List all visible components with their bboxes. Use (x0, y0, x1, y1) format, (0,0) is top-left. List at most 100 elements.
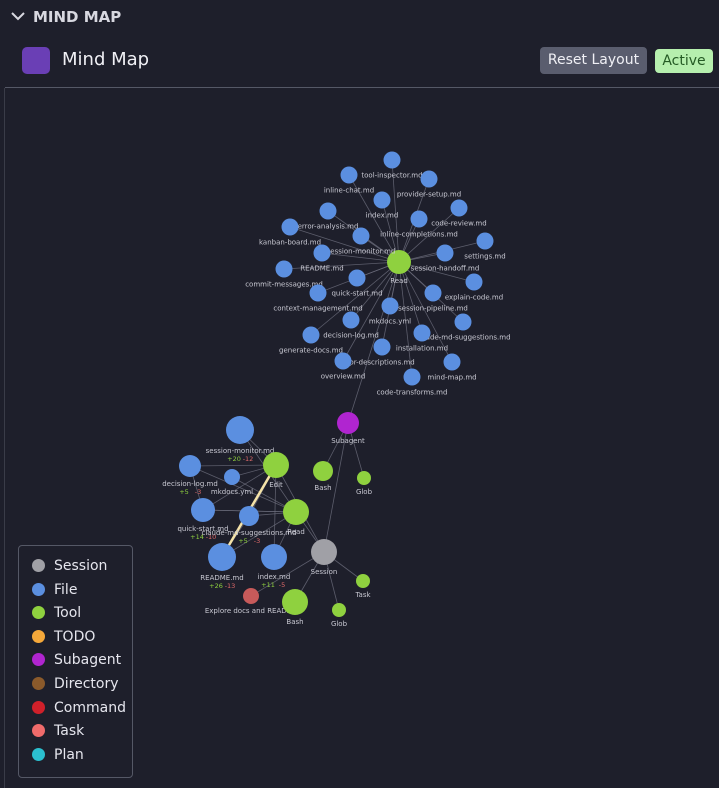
node[interactable] (436, 244, 454, 262)
node-label: Bash (314, 484, 331, 492)
node-label: mkdocs.yml (369, 318, 411, 326)
node[interactable] (263, 452, 289, 478)
legend-swatch (32, 724, 45, 738)
node-label: Bash (286, 618, 303, 626)
node[interactable] (357, 471, 371, 485)
node[interactable] (403, 368, 421, 386)
edge (323, 422, 349, 553)
lines-added: +20 (227, 455, 241, 463)
node[interactable] (334, 352, 352, 370)
node[interactable] (337, 412, 359, 434)
node[interactable] (450, 199, 468, 217)
node[interactable] (352, 227, 370, 245)
node[interactable] (282, 589, 308, 615)
node-label: tool-inspector.md (361, 172, 422, 180)
node[interactable] (454, 313, 472, 331)
legend-swatch (32, 747, 45, 761)
legend: Session File Tool TODO Subagent Directory Comm… (18, 545, 133, 778)
edge (398, 261, 423, 334)
lines-added: +11 (261, 581, 275, 589)
lines-removed: -12 (243, 455, 254, 463)
reset-button[interactable]: Reset Layout (540, 47, 647, 74)
node-label: Subagent (331, 437, 365, 445)
node[interactable] (340, 166, 358, 184)
node-label: session-handoff.md (411, 265, 480, 273)
divider (5, 87, 719, 88)
node-label: commit-messages.md (245, 281, 323, 289)
node[interactable] (332, 603, 346, 617)
node[interactable] (383, 151, 401, 169)
node[interactable] (275, 260, 293, 278)
node[interactable] (239, 506, 259, 526)
node-label: overview.md (321, 373, 366, 381)
node[interactable] (309, 284, 327, 302)
node[interactable] (302, 326, 320, 344)
node[interactable] (356, 574, 370, 588)
edge (189, 465, 297, 513)
node-label: installation.md (396, 345, 448, 353)
edge (350, 261, 400, 321)
node[interactable] (208, 543, 236, 571)
edge (347, 261, 400, 424)
legend-swatch (32, 559, 45, 572)
node-label: session-pipeline.md (398, 305, 468, 313)
status-badge: Active (655, 49, 713, 73)
node[interactable] (424, 284, 442, 302)
node[interactable] (443, 353, 461, 371)
legend-swatch (32, 606, 45, 620)
edge (398, 261, 453, 363)
node-label: pr-descriptions.md (349, 359, 414, 367)
node[interactable] (224, 469, 240, 485)
node-label: session-monitor.md (206, 447, 275, 455)
node[interactable] (348, 269, 366, 287)
legend-label: TODO (54, 628, 96, 645)
node-label: context-management.md (273, 305, 362, 313)
node[interactable] (283, 499, 309, 525)
lines-removed: -13 (225, 582, 236, 590)
node[interactable] (465, 273, 483, 291)
node[interactable] (342, 311, 360, 329)
node[interactable] (420, 170, 438, 188)
node-label: claude-md-suggestions.md (415, 334, 510, 342)
node[interactable] (413, 324, 431, 342)
node[interactable] (311, 539, 337, 565)
node-label: kanban-board.md (259, 239, 321, 247)
node[interactable] (387, 250, 411, 274)
border (4, 88, 5, 788)
node[interactable] (191, 498, 215, 522)
node[interactable] (313, 244, 331, 262)
node[interactable] (373, 191, 391, 209)
node[interactable] (243, 588, 259, 604)
legend-label: Subagent (54, 652, 122, 669)
lines-added: +5 (238, 537, 248, 545)
node[interactable] (410, 210, 428, 228)
node-label: Read (287, 528, 305, 536)
edge (321, 252, 400, 263)
legend-swatch (32, 653, 45, 667)
node-label: mind-map.md (427, 374, 476, 382)
lines-added: +5 (179, 488, 189, 496)
collapse-chevron[interactable] (10, 8, 26, 24)
node-label: quick-start.md (177, 525, 228, 533)
lines-added: +26 (209, 582, 223, 590)
legend-label: Session (54, 558, 108, 574)
node[interactable] (179, 455, 201, 477)
edge (398, 261, 413, 378)
node[interactable] (281, 218, 299, 236)
node[interactable] (381, 297, 399, 315)
section-title: MIND MAP (33, 8, 122, 26)
lines-removed: -3 (195, 488, 201, 496)
node[interactable] (373, 338, 391, 356)
node[interactable] (226, 416, 254, 444)
node[interactable] (476, 232, 494, 250)
edge (273, 464, 277, 558)
edge (289, 226, 400, 263)
node-label: error-analysis.md (298, 223, 359, 231)
node-label: index.md (366, 212, 399, 220)
legend-swatch (32, 582, 45, 596)
node[interactable] (261, 544, 287, 570)
node[interactable] (313, 461, 333, 481)
node[interactable] (319, 202, 337, 220)
node-label: index.md (258, 573, 291, 581)
